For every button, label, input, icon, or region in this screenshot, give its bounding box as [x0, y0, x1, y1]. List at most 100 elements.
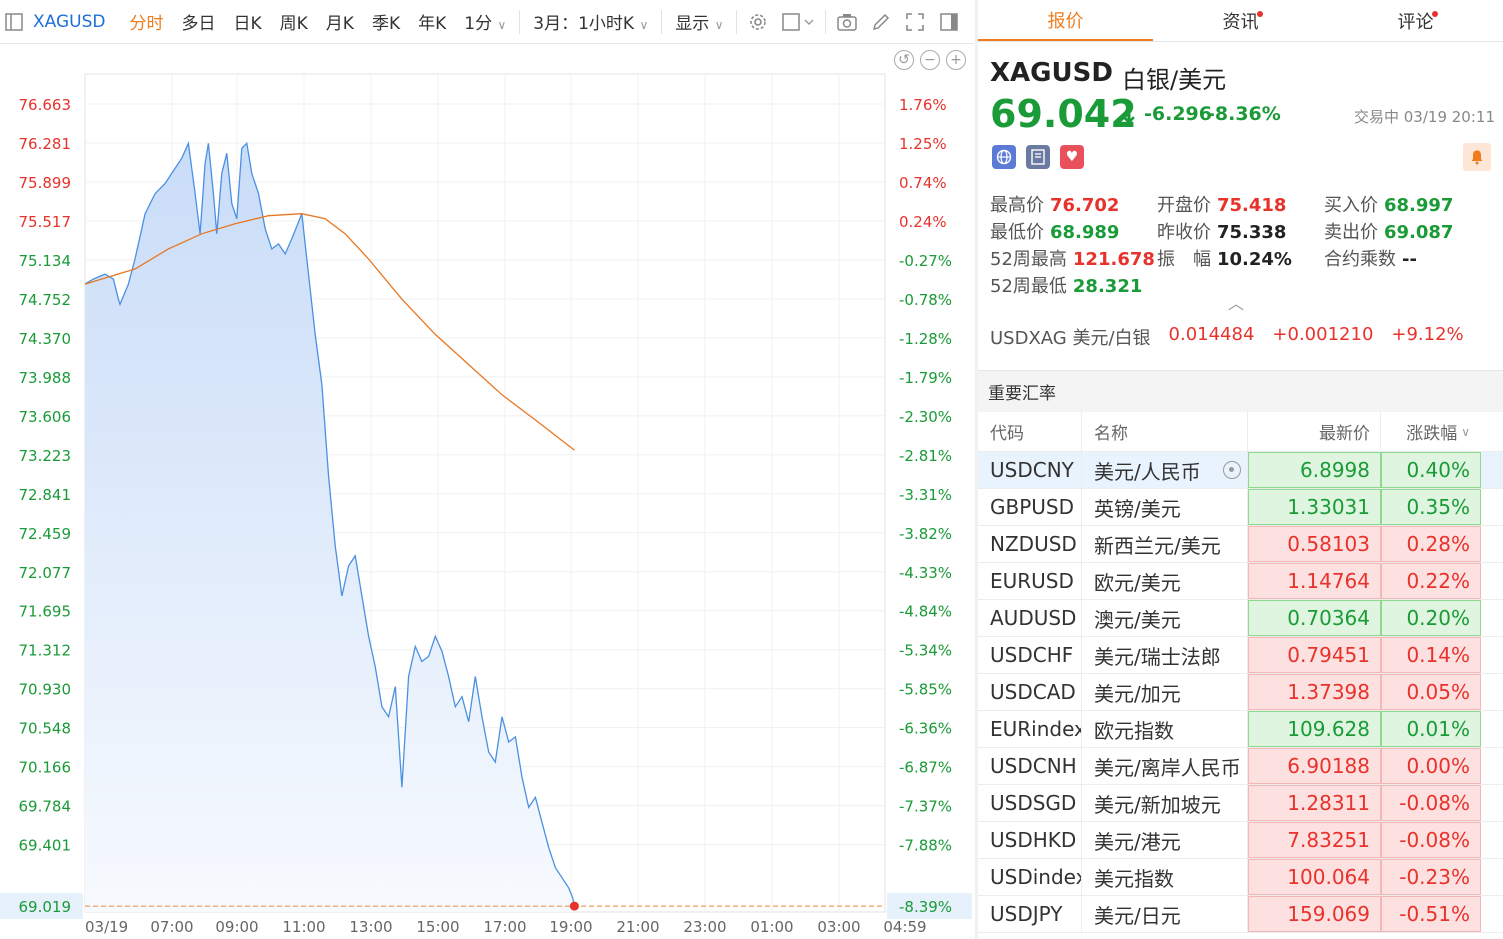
zoom-in-icon[interactable]: + [946, 50, 966, 70]
table-row[interactable]: USDCNH 美元/离岸人民币 6.90188 0.00% [978, 748, 1503, 785]
x-tick-label: 07:00 [150, 918, 193, 936]
gear-icon[interactable] [744, 8, 772, 36]
x-tick-label: 03/19 [85, 918, 128, 936]
panel-divider[interactable] [975, 0, 978, 939]
tab-timeshare[interactable]: 分时 [129, 14, 164, 34]
rate-name: 美元/港元 [1082, 822, 1248, 858]
rate-name: 英镑/美元 [1082, 489, 1248, 525]
tab-daily-k[interactable]: 日K [233, 14, 262, 34]
rate-code: NZDUSD [978, 526, 1082, 562]
note-icon[interactable] [1026, 145, 1050, 169]
table-row[interactable]: EURindex 欧元指数 109.628 0.01% [978, 711, 1503, 748]
y-right-tick-label: -1.79% [899, 369, 952, 387]
stat-label: 卖出价 [1324, 221, 1378, 243]
inverse-quote-row[interactable]: USDXAG 美元/白银 0.014484 +0.001210 +9.12% [990, 324, 1464, 350]
unread-dot [1257, 11, 1263, 17]
trading-status: 交易中 03/19 20:11 [1354, 108, 1495, 126]
zoom-out-icon[interactable]: − [920, 50, 940, 70]
chevron-down-icon: ∨ [1461, 424, 1470, 439]
bell-icon[interactable] [1463, 143, 1491, 171]
range-select[interactable]: 3月：1小时K ∨ [524, 9, 657, 34]
stat-multiplier: 合约乘数 -- [1324, 245, 1491, 271]
table-row[interactable]: EURUSD 欧元/美元 1.14764 0.22% [978, 563, 1503, 600]
table-row[interactable]: USDCHF 美元/瑞士法郎 0.79451 0.14% [978, 637, 1503, 674]
range-value: 3月：1小时K [533, 14, 635, 34]
y-tick-label: 73.606 [19, 408, 72, 426]
chart-canvas[interactable]: 76.663 1.76% 76.281 1.25% 75.899 0.74% 75.517 0… [0, 44, 974, 939]
interval-select[interactable]: 1分 ∨ [455, 9, 515, 34]
divider [661, 9, 663, 34]
fullscreen-icon[interactable] [901, 8, 929, 36]
y-tick-label: 75.134 [19, 252, 72, 270]
x-tick-label: 04:59 [883, 918, 926, 936]
rate-change-pct: 0.00% [1381, 748, 1481, 784]
table-row[interactable]: NZDUSD 新西兰元/美元 0.58103 0.28% [978, 526, 1503, 563]
tab-comments[interactable]: 评论 [1328, 0, 1503, 41]
tab-multiday[interactable]: 多日 [181, 14, 216, 34]
collapse-caret-icon[interactable]: ︿ [1228, 294, 1245, 313]
section-title: 重要汇率 [988, 384, 1056, 404]
color-box-icon[interactable] [778, 8, 818, 36]
x-tick-label: 17:00 [483, 918, 526, 936]
layout-icon[interactable] [0, 8, 28, 36]
stat-high: 最高价 76.702 [990, 191, 1157, 217]
symbol-label[interactable]: XAGUSD [33, 11, 106, 32]
rate-change-pct: 0.28% [1381, 526, 1481, 562]
y-right-tick-label: -6.87% [899, 759, 952, 777]
y-right-tick-label: -0.27% [899, 252, 952, 270]
current-price-tag [0, 893, 83, 920]
y-right-tick-label: -0.78% [899, 291, 952, 309]
current-price-label: 69.019 [19, 898, 72, 916]
table-row[interactable]: USDHKD 美元/港元 7.83251 -0.08% [978, 822, 1503, 859]
tab-weekly-k[interactable]: 周K [279, 14, 308, 34]
price-chart[interactable]: 76.663 1.76% 76.281 1.25% 75.899 0.74% 75.517 0… [0, 44, 974, 939]
col-name[interactable]: 名称 [1082, 412, 1248, 451]
rate-price: 159.069 [1248, 896, 1381, 932]
table-row[interactable]: USDJPY 美元/日元 159.069 -0.51% [978, 896, 1503, 933]
rate-name: 美元/日元 [1082, 896, 1248, 932]
globe-icon[interactable] [992, 145, 1016, 169]
col-change-pct[interactable]: 涨跌幅 ∨ [1381, 412, 1481, 451]
tab-quarterly-k[interactable]: 季K [371, 14, 401, 34]
rate-name: 美元/人民币 [1082, 452, 1248, 488]
tab-news[interactable]: 资讯 [1153, 0, 1328, 41]
rate-code: EURindex [978, 711, 1082, 747]
chevron-down-icon: ∨ [714, 18, 724, 32]
stat-value: 68.989 [1050, 221, 1120, 243]
y-right-tick-label: -7.88% [899, 837, 952, 855]
table-row[interactable]: AUDUSD 澳元/美元 0.70364 0.20% [978, 600, 1503, 637]
y-right-tick-label: -4.33% [899, 564, 952, 582]
rate-price: 0.70364 [1248, 600, 1381, 636]
y-tick-label: 69.784 [19, 798, 72, 816]
stats-row: 最高价 76.702 开盘价 75.418 买入价 68.997 [990, 190, 1491, 217]
tab-yearly-k[interactable]: 年K [418, 14, 447, 34]
quote-tabs: 报价 资讯 评论 [978, 0, 1503, 42]
col-code[interactable]: 代码 [978, 412, 1082, 451]
pencil-icon[interactable] [867, 8, 895, 36]
table-row[interactable]: USDSGD 美元/新加坡元 1.28311 -0.08% [978, 785, 1503, 822]
table-row[interactable]: USDindex 美元指数 100.064 -0.23% [978, 859, 1503, 896]
quote-panel: 报价 资讯 评论 XAGUSD 白银/美元 69.042 ↓ -6.296 -8… [978, 0, 1503, 939]
rate-name: 美元指数 [1082, 859, 1248, 895]
display-select[interactable]: 显示 ∨ [666, 9, 732, 34]
table-row[interactable]: USDCAD 美元/加元 1.37398 0.05% [978, 674, 1503, 711]
undo-icon[interactable]: ↺ [894, 50, 914, 70]
y-tick-label: 70.166 [19, 759, 72, 777]
y-right-tick-label: -3.31% [899, 486, 952, 504]
camera-icon[interactable] [833, 8, 861, 36]
table-row[interactable]: USDCNY 美元/人民币 6.8998 0.40% [978, 452, 1503, 489]
y-right-tick-label: -5.34% [899, 642, 952, 660]
stat-bid: 买入价 68.997 [1324, 191, 1491, 217]
x-tick-label: 21:00 [616, 918, 659, 936]
table-body: USDCNY 美元/人民币 6.8998 0.40% GBPUSD 英镑/美元 1.3303… [978, 452, 1503, 933]
rate-price: 1.33031 [1248, 489, 1381, 525]
eye-icon[interactable] [1223, 461, 1241, 479]
table-row[interactable]: GBPUSD 英镑/美元 1.33031 0.35% [978, 489, 1503, 526]
tab-monthly-k[interactable]: 月K [325, 14, 354, 34]
rate-change-pct: -0.08% [1381, 785, 1481, 821]
y-tick-label: 74.752 [19, 291, 72, 309]
sidebar-toggle-icon[interactable] [935, 8, 963, 36]
heart-icon[interactable]: ♥ [1060, 145, 1084, 169]
col-price[interactable]: 最新价 [1248, 412, 1381, 451]
tab-quote[interactable]: 报价 [978, 0, 1153, 41]
